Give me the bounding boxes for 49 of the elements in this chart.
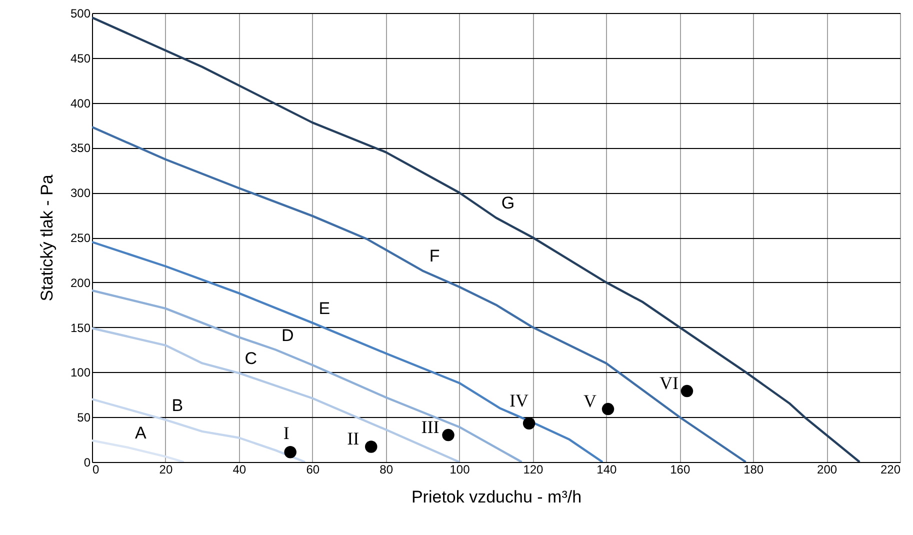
x-tick-label: 100 bbox=[450, 462, 470, 476]
annotation: A bbox=[135, 424, 148, 443]
line-series bbox=[92, 126, 747, 462]
data-label: II bbox=[347, 428, 360, 449]
line-series bbox=[92, 439, 185, 462]
annotation: B bbox=[172, 396, 184, 415]
x-tick-label: 160 bbox=[670, 462, 690, 476]
point bbox=[365, 440, 378, 453]
y-tick-label: 200 bbox=[70, 276, 91, 290]
point bbox=[680, 384, 694, 398]
annotation: G bbox=[501, 194, 515, 213]
y-tick-label: 50 bbox=[77, 410, 91, 425]
y-tick-label: 500 bbox=[70, 6, 91, 20]
data-label: III bbox=[421, 417, 440, 438]
line-series bbox=[92, 327, 460, 462]
point bbox=[602, 402, 614, 416]
x-tick-label: 0 bbox=[92, 462, 100, 476]
x-tick-label: 120 bbox=[523, 462, 544, 476]
y-axis-title: Statický tlak - Pa bbox=[37, 174, 56, 302]
x-tick-label: 80 bbox=[380, 462, 394, 476]
point bbox=[442, 428, 454, 442]
data-label: I bbox=[283, 423, 290, 444]
data-label: V bbox=[584, 391, 597, 412]
y-tick-label: 150 bbox=[70, 320, 91, 335]
y-tick-label: 450 bbox=[70, 51, 91, 66]
y-tick-label: 350 bbox=[70, 141, 91, 156]
x-tick-label: 140 bbox=[596, 462, 618, 476]
y-tick-label: 400 bbox=[70, 96, 91, 110]
x-tick-label: 40 bbox=[232, 462, 246, 476]
line-series bbox=[92, 398, 306, 462]
y-tick-label: 100 bbox=[70, 366, 91, 380]
point bbox=[522, 417, 536, 430]
x-tick-label: 220 bbox=[880, 462, 901, 476]
line-series bbox=[92, 16, 861, 462]
x-tick-label: 200 bbox=[817, 462, 838, 476]
y-tick-label: 300 bbox=[70, 186, 91, 200]
x-axis-title: Prietok vzduchu - m³/h bbox=[411, 488, 582, 506]
annotation: C bbox=[244, 349, 258, 368]
data-label: IV bbox=[510, 390, 529, 410]
x-tick-label: 20 bbox=[159, 462, 173, 476]
y-tick-label: 250 bbox=[70, 231, 91, 245]
data-label: VI bbox=[659, 373, 678, 394]
annotation: E bbox=[318, 298, 330, 318]
point bbox=[284, 446, 296, 458]
x-tick-label: 60 bbox=[306, 462, 320, 476]
line-series bbox=[92, 240, 604, 462]
x-tick-label: 180 bbox=[744, 462, 764, 476]
annotation: D bbox=[281, 326, 294, 345]
annotation: F bbox=[429, 246, 440, 266]
